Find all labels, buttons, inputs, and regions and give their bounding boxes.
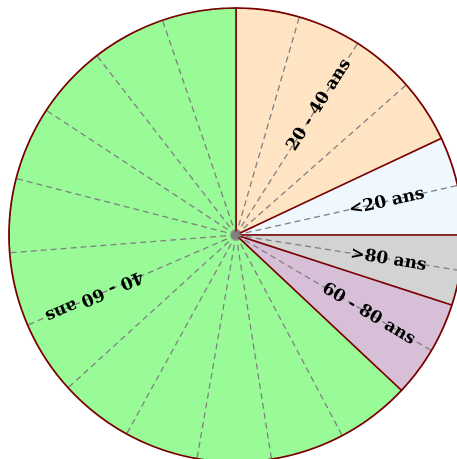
spoke-line [235, 234, 273, 459]
spoke-line [161, 20, 237, 236]
spoke-line [235, 84, 407, 236]
pie-outline [8, 7, 457, 459]
spoke-line [15, 177, 237, 236]
spoke-line [196, 234, 237, 459]
spoke-line [126, 234, 237, 435]
spoke-line [235, 234, 457, 271]
spoke-line [235, 16, 300, 236]
spoke-line [9, 234, 237, 254]
spoke-line [235, 42, 359, 236]
spoke-line [235, 184, 457, 236]
spoke-line [235, 234, 432, 352]
spoke-line [235, 234, 343, 436]
spoke-line [67, 234, 237, 389]
spoke-line [96, 55, 237, 236]
spoke-line [45, 109, 237, 236]
spoke-line [27, 234, 237, 326]
